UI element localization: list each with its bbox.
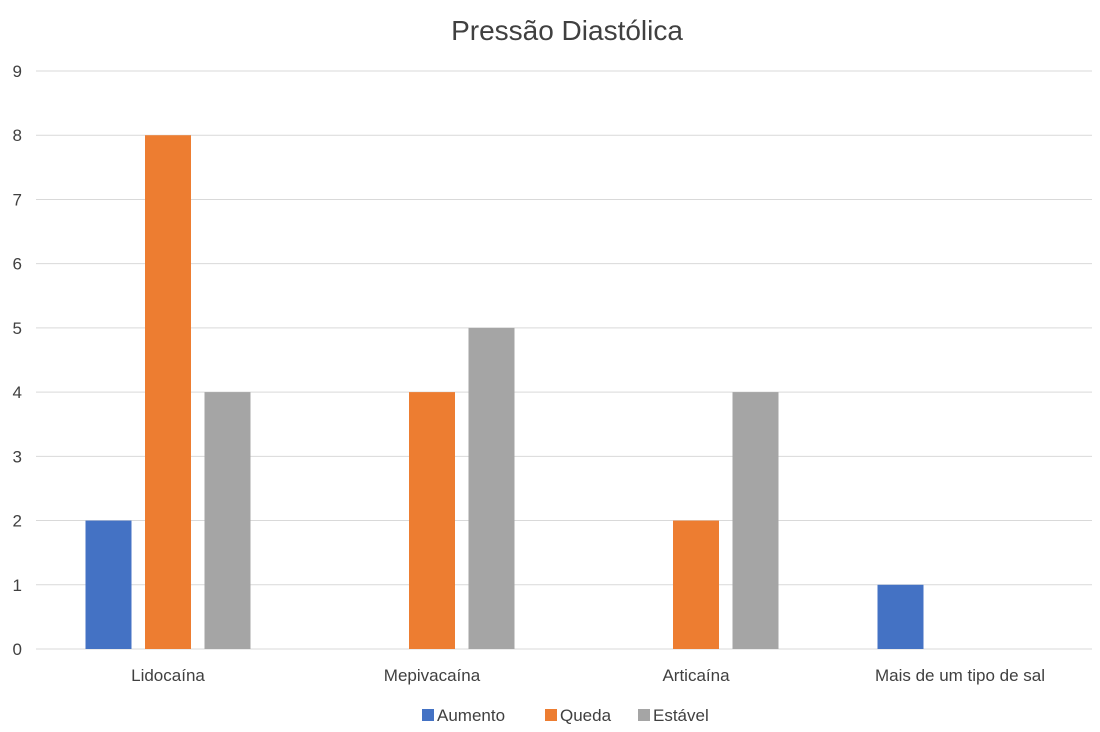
y-tick-label: 5 xyxy=(13,319,22,338)
y-tick-label: 9 xyxy=(13,62,22,81)
y-tick-label: 8 xyxy=(13,126,22,145)
y-tick-label: 0 xyxy=(13,640,22,659)
bars xyxy=(85,135,924,649)
legend-swatch xyxy=(422,709,434,721)
legend-label: Estável xyxy=(653,706,709,725)
gridlines xyxy=(36,70,1092,650)
y-tick-label: 6 xyxy=(13,255,22,274)
legend: Aumento Queda Estável xyxy=(422,706,709,725)
bar-estável-0 xyxy=(204,392,251,649)
bar-estável-1 xyxy=(468,327,515,649)
legend-swatch xyxy=(638,709,650,721)
x-category-label: Lidocaína xyxy=(131,666,205,685)
y-tick-label: 4 xyxy=(13,383,22,402)
legend-label: Queda xyxy=(560,706,612,725)
y-tick-label: 7 xyxy=(13,190,22,209)
bar-queda-2 xyxy=(673,520,719,649)
x-category-label: Mepivacaína xyxy=(384,666,481,685)
y-tick-label: 1 xyxy=(13,576,22,595)
y-axis-tick-labels: 0 1 2 3 4 5 6 7 8 9 xyxy=(13,62,22,659)
x-category-label: Mais de um tipo de sal xyxy=(875,666,1045,685)
x-category-label: Articaína xyxy=(662,666,730,685)
bar-queda-1 xyxy=(409,392,455,649)
x-axis-category-labels: Lidocaína Mepivacaína Articaína Mais de um … xyxy=(131,666,1045,685)
legend-label: Aumento xyxy=(437,706,505,725)
y-tick-label: 3 xyxy=(13,447,22,466)
chart-title: Pressão Diastólica xyxy=(451,15,683,46)
bar-aumento-0 xyxy=(85,520,132,649)
bar-aumento-3 xyxy=(877,584,924,649)
y-tick-label: 2 xyxy=(13,512,22,531)
bar-queda-0 xyxy=(145,135,191,649)
bar-estável-2 xyxy=(732,392,779,649)
legend-swatch xyxy=(545,709,557,721)
